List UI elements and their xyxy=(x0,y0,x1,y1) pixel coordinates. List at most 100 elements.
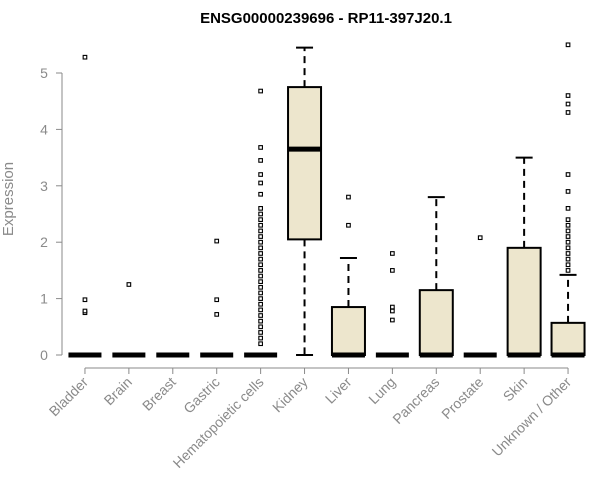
outlier-point xyxy=(258,290,263,296)
box-iqr xyxy=(506,246,542,356)
outlier-point xyxy=(214,297,220,303)
outlier-point xyxy=(565,256,571,262)
outlier-point xyxy=(565,268,571,273)
outlier-point xyxy=(565,206,571,211)
y-tick-label: 2 xyxy=(40,234,48,250)
x-tick-label: Gastric xyxy=(180,374,223,417)
outlier-point xyxy=(565,217,571,222)
box-iqr xyxy=(418,289,454,357)
x-tick-label: Kidney xyxy=(269,374,311,416)
outlier-point xyxy=(258,335,263,341)
y-tick-label: 1 xyxy=(40,291,48,307)
outlier-point xyxy=(258,217,263,222)
outlier-point xyxy=(258,145,263,150)
chart-title: ENSG00000239696 - RP11-397J20.1 xyxy=(200,10,452,27)
box-group xyxy=(550,42,586,358)
outlier-point xyxy=(477,235,483,241)
outlier-point xyxy=(346,194,351,200)
box-group xyxy=(418,196,454,358)
box-group xyxy=(287,46,323,356)
x-tick-label: Pancreas xyxy=(389,374,442,427)
outlier-point xyxy=(565,42,571,48)
box-group xyxy=(244,88,278,358)
outlier-point xyxy=(346,222,351,228)
outlier-point xyxy=(258,324,263,330)
box-group xyxy=(200,238,234,358)
outlier-point xyxy=(565,228,571,234)
outlier-point xyxy=(258,239,263,245)
outlier-point xyxy=(258,222,263,228)
box-iqr xyxy=(287,86,323,241)
outlier-point xyxy=(258,245,263,251)
outlier-point xyxy=(565,172,571,177)
y-axis: 0 1 2 3 4 5 xyxy=(40,65,63,363)
outlier-point xyxy=(258,279,263,285)
x-tick-label: Brain xyxy=(101,374,135,408)
outlier-point xyxy=(390,304,395,310)
outlier-point xyxy=(258,211,263,217)
outlier-point xyxy=(565,234,571,239)
outlier-point xyxy=(258,341,263,347)
outlier-point xyxy=(258,88,263,94)
outlier-point xyxy=(565,93,571,98)
x-tick-label: Liver xyxy=(322,374,355,407)
outlier-point xyxy=(258,180,263,186)
outlier-point xyxy=(390,251,395,256)
outlier-point xyxy=(258,313,263,318)
outlier-point xyxy=(258,262,263,268)
box-group xyxy=(330,194,366,358)
x-tick-label: Skin xyxy=(500,374,531,405)
outlier-point xyxy=(258,234,263,239)
y-tick-label: 4 xyxy=(40,121,48,137)
outlier-point xyxy=(565,251,571,256)
box-group xyxy=(463,235,497,358)
outlier-point xyxy=(565,110,571,115)
x-tick-label: Lung xyxy=(365,374,398,407)
outlier-point xyxy=(258,172,263,177)
outlier-point xyxy=(565,262,571,268)
box-iqr xyxy=(550,321,586,356)
outlier-point xyxy=(258,256,263,262)
x-tick-label: Prostate xyxy=(438,374,486,422)
plot-area xyxy=(68,42,586,358)
y-tick-label: 3 xyxy=(40,178,48,194)
outlier-point xyxy=(390,308,395,314)
x-tick-label: Bladder xyxy=(46,374,92,420)
outlier-point xyxy=(82,308,88,314)
outlier-point xyxy=(258,251,263,256)
outlier-point xyxy=(258,158,263,163)
outlier-point xyxy=(258,273,263,279)
box-group xyxy=(68,54,102,358)
outlier-point xyxy=(258,206,263,211)
outlier-point xyxy=(565,222,571,228)
outlier-point xyxy=(390,268,395,273)
outlier-point xyxy=(565,101,571,107)
box-group xyxy=(506,156,542,358)
outlier-point xyxy=(258,191,263,197)
outlier-point xyxy=(214,312,220,317)
outlier-point xyxy=(258,307,263,313)
x-tick-label: Breast xyxy=(139,374,179,414)
outlier-point xyxy=(258,296,263,301)
y-tick-label: 5 xyxy=(40,65,48,81)
outlier-point xyxy=(258,301,263,307)
outlier-point xyxy=(258,318,263,324)
outlier-point xyxy=(82,297,88,303)
outlier-point xyxy=(214,238,220,244)
outlier-point xyxy=(258,284,263,290)
box-group xyxy=(375,251,409,358)
outlier-point xyxy=(565,245,571,251)
outlier-point xyxy=(565,239,571,245)
y-axis-label: Expression xyxy=(0,162,17,236)
x-tick-label: Unknown / Other xyxy=(489,374,575,460)
outlier-point xyxy=(258,268,263,273)
outlier-point xyxy=(258,330,263,335)
outlier-point xyxy=(258,228,263,234)
outlier-point xyxy=(565,189,571,194)
outlier-point xyxy=(126,282,132,287)
outlier-point xyxy=(390,317,395,323)
outlier-point xyxy=(82,54,88,60)
